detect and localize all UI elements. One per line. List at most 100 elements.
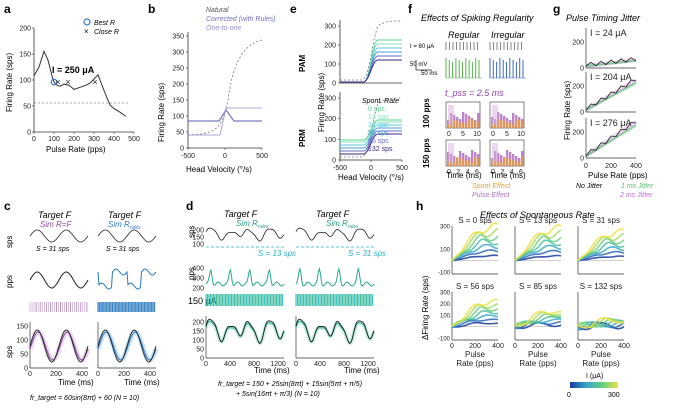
f-tpss: t_pss = 2.5 ms <box>445 88 504 98</box>
b-ytick-label: 100 <box>172 114 184 121</box>
c-xtick-label: 0 <box>28 371 32 378</box>
c-col1-sub: Sim R=F <box>40 220 72 229</box>
a-close-r-point: × <box>92 77 97 87</box>
b-natural-curve <box>187 39 263 136</box>
h-ytick-label: 100 <box>440 314 451 320</box>
h-curve <box>514 310 561 327</box>
h-colorbar-label: I (μA) <box>586 373 603 380</box>
b-xtick-label: 0 <box>223 153 227 160</box>
f-xtick-label: 0 <box>447 131 451 138</box>
c-s-label-1: S = 31 sps <box>36 246 70 253</box>
h-ylabel: ΔFiring Rate (sps) <box>421 275 430 340</box>
panel-h: h Effects of Spontaneous Rate ΔFiring Ra… <box>416 199 630 399</box>
f-spont-bar <box>512 160 515 166</box>
legend-best-r: Best R <box>94 20 115 27</box>
c-xlabel-1: Time (ms) <box>58 378 94 387</box>
f-spont-bar <box>494 124 497 128</box>
legend-onetoone: One-to-one <box>206 25 242 32</box>
h-curve <box>451 321 499 328</box>
h-curve <box>514 244 562 262</box>
g-xtick-label: 400 <box>630 163 642 170</box>
c-xlabel-2: Time (ms) <box>124 378 160 387</box>
f-shade <box>448 143 454 163</box>
d-xtick-label: 0 <box>204 361 208 368</box>
f-pulse-bar <box>497 153 500 166</box>
g-ytick-label: 0 <box>580 66 584 73</box>
f-spont-bar <box>462 123 465 128</box>
b-ytick-label: 300 <box>172 50 184 57</box>
f-spont-bar <box>521 157 524 166</box>
c-row-label-sps2: sps <box>5 346 14 358</box>
e-xtick-label: -500 <box>333 165 347 172</box>
close-r-marker-icon: × <box>84 27 89 36</box>
c-plots: 0 50 100 150 0 200 400 0 200 400 <box>16 229 159 378</box>
d-target-wave <box>295 227 375 242</box>
f-xtick-label: 4 <box>510 169 514 176</box>
e-pam-label: PAM <box>298 54 307 72</box>
c-target-line <box>97 329 157 363</box>
c-ytick-label: 150 <box>16 324 28 331</box>
f-shade <box>448 105 454 125</box>
a-ytick-label: 150 <box>19 52 31 59</box>
f-spont-bar <box>500 162 503 166</box>
h-ytick-label: 300 <box>440 291 451 297</box>
h-curve <box>577 255 625 262</box>
f-spont-bar <box>471 120 474 128</box>
f-spont-bar <box>518 120 521 128</box>
f-xtick-label: 2 <box>500 169 504 176</box>
c-target-wave <box>29 229 89 243</box>
a-xtick-label: 500 <box>128 136 140 143</box>
h-curve <box>577 317 625 329</box>
f-legend-pulse: Pulse Effect <box>472 192 510 199</box>
f-spont-bar <box>456 121 459 128</box>
f-spont-bar <box>503 121 506 128</box>
d-ytick-bottom: 50 <box>196 347 204 354</box>
f-xtick-label: 10 <box>473 131 481 138</box>
f-pulse-bar <box>477 113 480 128</box>
h-curve <box>577 250 625 262</box>
e-ytick-label: 200 <box>324 116 336 123</box>
h-colorbar-tick-0: 0 <box>567 392 571 399</box>
f-spont-bar <box>468 119 471 128</box>
d-s-label-1: S = 13 sps <box>258 249 296 258</box>
h-title: Effects of Spontaneous Rate <box>480 210 595 220</box>
d-target-wave <box>205 227 285 242</box>
c-xtick-label: 200 <box>50 371 62 378</box>
f-pulse-bar <box>500 155 503 166</box>
f-xtick-label: 0 <box>491 169 495 176</box>
a-data-line <box>33 50 127 117</box>
f-spont-bar <box>450 161 453 166</box>
f-xtick-label: 0 <box>447 169 451 176</box>
g-no-jitter-line <box>585 79 637 111</box>
f-row-100pps: 100 pps <box>422 98 431 128</box>
d-xlabel-1: Time (ms) <box>254 366 290 375</box>
d-current: 150 μA <box>188 296 217 306</box>
panel-letter-c: c <box>4 199 11 213</box>
current-label-a: I = 250 μA <box>52 65 95 75</box>
f-spont-bar <box>515 161 518 166</box>
h-curve <box>514 224 562 262</box>
e-legend-item: 13 sps <box>368 114 389 121</box>
f-pulse-bar <box>465 114 468 128</box>
h-xtick-label: 0 <box>513 343 517 350</box>
f-spont-bar <box>474 121 477 128</box>
g-xtick-label: 200 <box>605 163 617 170</box>
d-ytick-mid: 200 <box>192 286 204 293</box>
h-colorbar-tick-300: 300 <box>608 392 620 399</box>
d-ytick-bottom: 100 <box>192 338 204 345</box>
d-xtick-label: 1200 <box>270 361 286 368</box>
h-subplot-title: S = 56 sps <box>456 282 494 291</box>
g-ytick-label: 0 <box>580 156 584 163</box>
b-xlabel: Head Velocity (°/s) <box>186 165 252 174</box>
h-subplot-title: S = 132 sps <box>580 282 622 291</box>
a-xtick-label: 0 <box>32 136 36 143</box>
f-pulse-bar <box>512 113 515 128</box>
f-xtick-label: 6 <box>519 169 523 176</box>
a-ytick-label: 50 <box>23 104 31 111</box>
a-y-ticks: 0 50 100 150 200 <box>19 26 34 137</box>
d-target-line <box>205 318 285 344</box>
h-xtick-label: 400 <box>618 343 630 350</box>
b-x-ticks: -500 0 500 <box>181 148 268 160</box>
c-target-wave <box>97 229 157 243</box>
d-xtick-label: 800 <box>248 361 260 368</box>
